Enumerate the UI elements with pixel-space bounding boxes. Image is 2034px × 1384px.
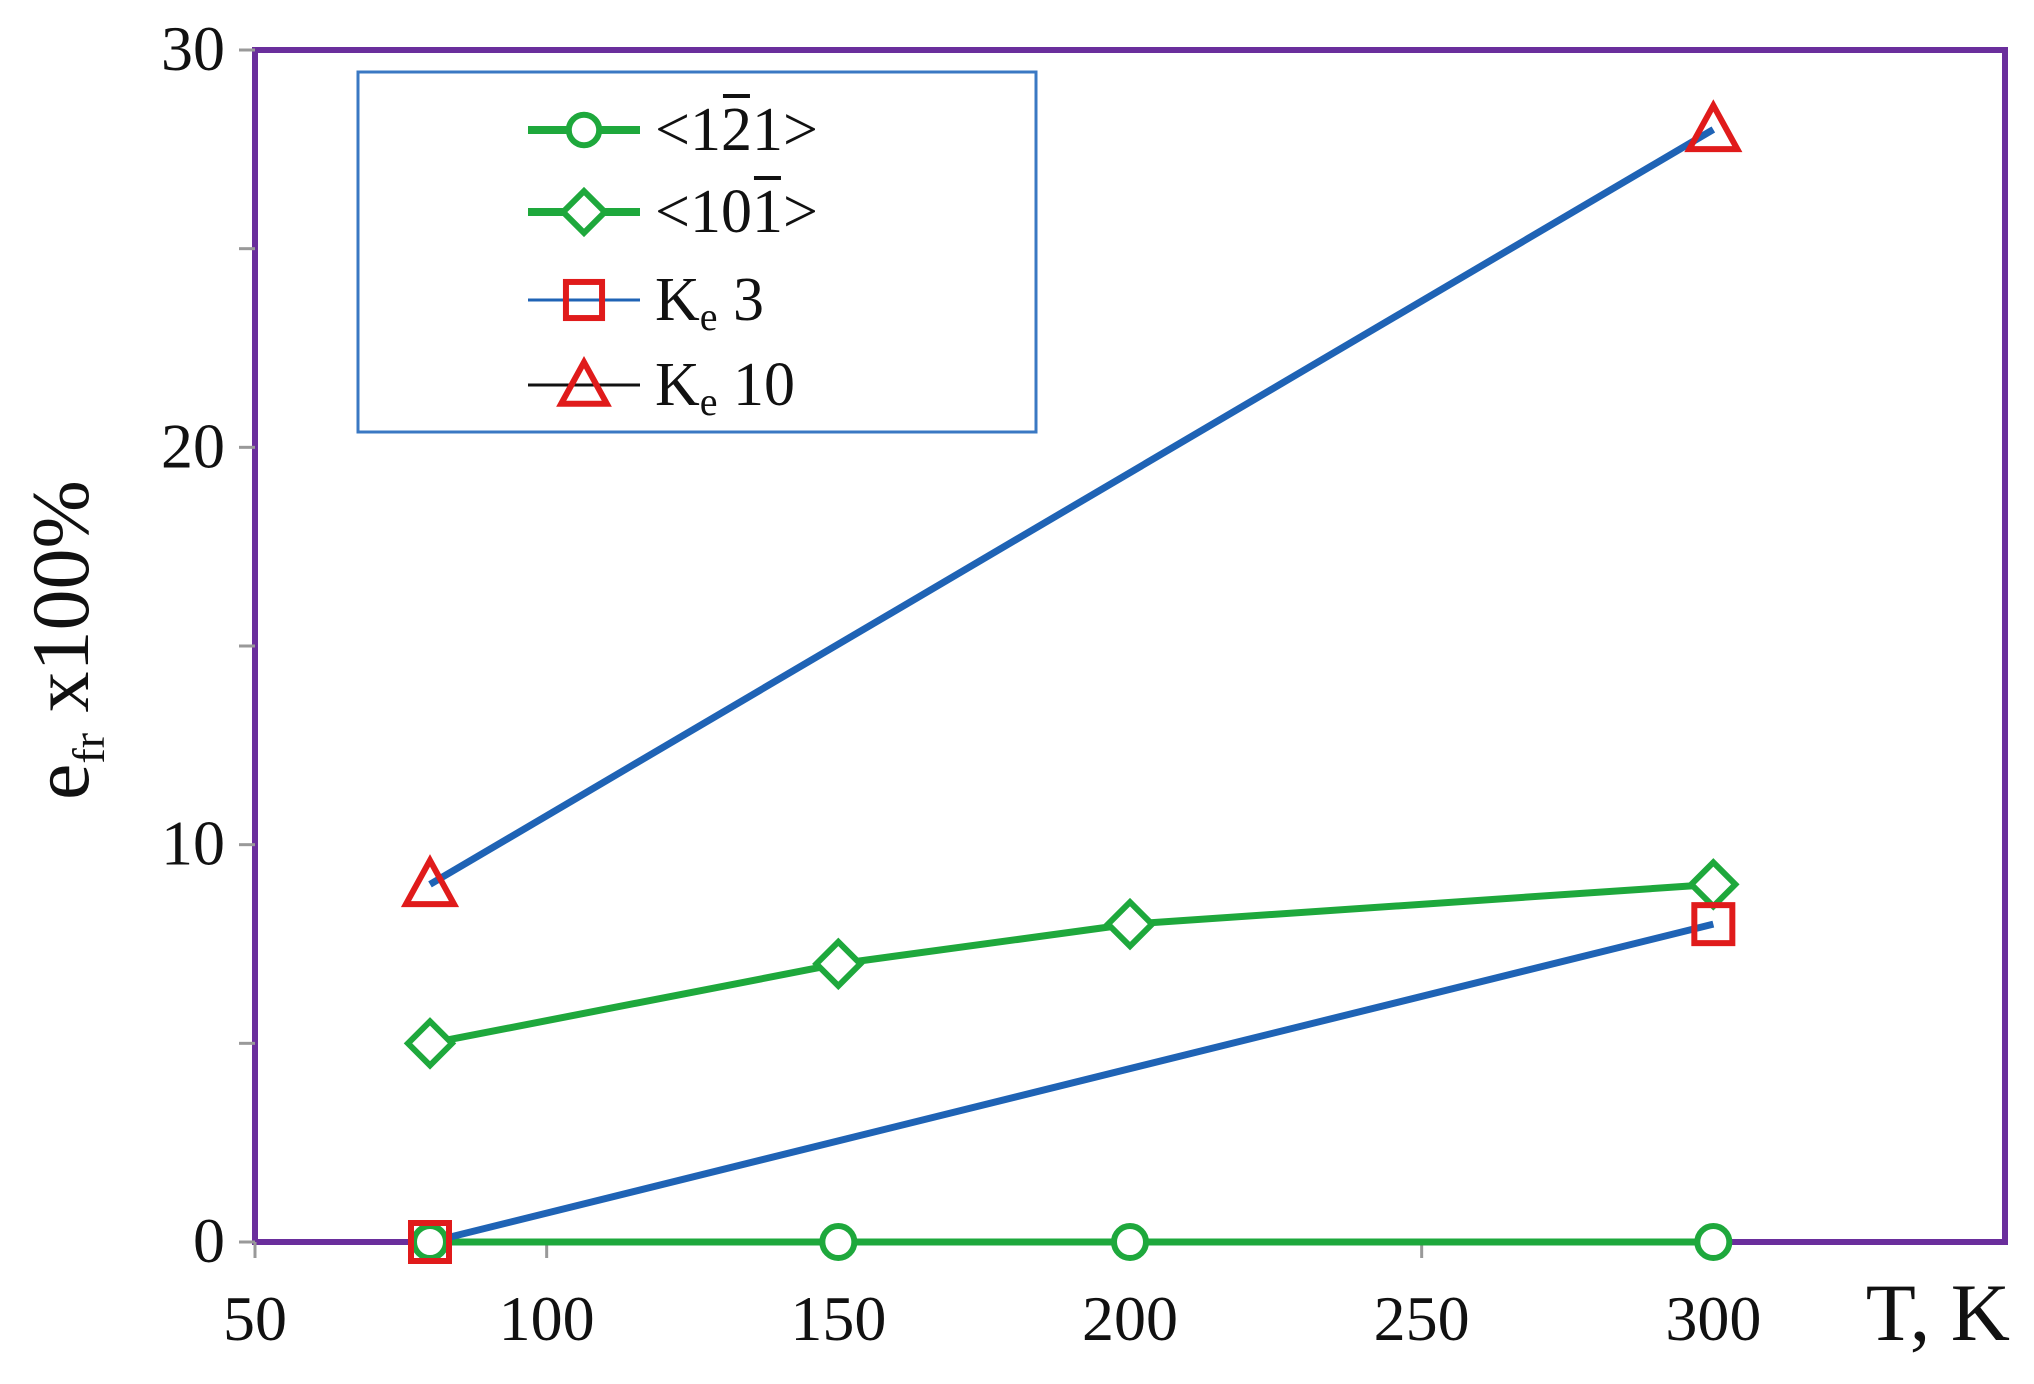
series-line xyxy=(429,920,1715,1246)
data-point xyxy=(1687,858,1740,911)
x-tick-label: 150 xyxy=(790,1283,886,1354)
legend-entry-1: <121> xyxy=(528,94,818,164)
series-3 xyxy=(429,920,1715,1246)
x-tick-label: 100 xyxy=(499,1283,595,1354)
legend: <121><101>Ke 3Ke 10 xyxy=(356,70,1038,434)
series-2 xyxy=(429,880,1714,1047)
legend-label: <101> xyxy=(655,178,818,246)
data-point xyxy=(408,1220,452,1264)
legend-label-rest: 3 xyxy=(718,266,765,334)
y-axis-title: efr x100% xyxy=(15,480,114,800)
data-point xyxy=(1111,1223,1149,1261)
y-axis-title-subscript: fr xyxy=(63,733,114,764)
tick-layer: 0 10 20 30 50 100 150 200 250 300 xyxy=(161,13,1761,1354)
legend-label-overbar-digit: 2 xyxy=(721,96,752,164)
legend-label: Ke 10 xyxy=(655,351,795,424)
legend-label-main: <10 xyxy=(655,178,752,246)
legend-marker xyxy=(562,278,606,322)
y-tick-label: 20 xyxy=(161,410,225,481)
legend-label-main: K xyxy=(655,266,700,334)
y-axis-title-main: e xyxy=(15,764,106,800)
x-tick-label: 250 xyxy=(1374,1283,1470,1354)
series-2-markers xyxy=(403,858,1740,1070)
x-tick-label: 200 xyxy=(1082,1283,1178,1354)
y-tick-label: 10 xyxy=(161,808,225,879)
legend-entry-4: Ke 10 xyxy=(528,351,795,424)
y-tick-label: 0 xyxy=(193,1205,225,1276)
series-line xyxy=(429,880,1714,1047)
data-point xyxy=(1691,902,1736,947)
legend-label-rest: > xyxy=(783,178,818,246)
legend-entry-3: Ke 3 xyxy=(528,266,764,339)
legend-label-subscript: e xyxy=(700,379,718,424)
data-point xyxy=(1694,1223,1733,1261)
data-point xyxy=(1684,99,1743,153)
y-tick-label: 30 xyxy=(161,13,225,84)
data-point xyxy=(819,1223,858,1261)
legend-label-rest: 1> xyxy=(752,96,818,164)
legend-entry-2: <101> xyxy=(528,176,818,246)
x-tick-label: 300 xyxy=(1665,1283,1761,1354)
y-axis-title-rest: x100% xyxy=(15,480,106,733)
data-point xyxy=(403,1017,457,1070)
data-point xyxy=(812,937,865,991)
legend-label-rest: 10 xyxy=(718,351,796,419)
legend-marker xyxy=(565,111,603,149)
legend-box xyxy=(356,70,1038,434)
series-line xyxy=(428,126,1716,888)
series-4 xyxy=(428,126,1716,888)
x-axis-title: T, K xyxy=(1866,1267,2010,1358)
legend-label-main: <1 xyxy=(655,96,721,164)
series-3-markers xyxy=(408,902,1736,1264)
legend-label-subscript: e xyxy=(700,294,718,339)
legend-label-main: K xyxy=(655,351,700,419)
data-point xyxy=(411,1223,449,1261)
series-4-markers xyxy=(400,99,1743,908)
legend-label: Ke 3 xyxy=(655,266,764,339)
legend-label: <121> xyxy=(655,96,818,164)
legend-label-overbar-digit: 1 xyxy=(752,178,783,246)
x-tick-label: 50 xyxy=(223,1283,287,1354)
data-point xyxy=(1103,897,1157,951)
series-layer xyxy=(400,99,1743,1264)
data-point xyxy=(400,854,460,908)
legend-marker xyxy=(556,355,612,407)
legend-marker xyxy=(558,186,610,238)
